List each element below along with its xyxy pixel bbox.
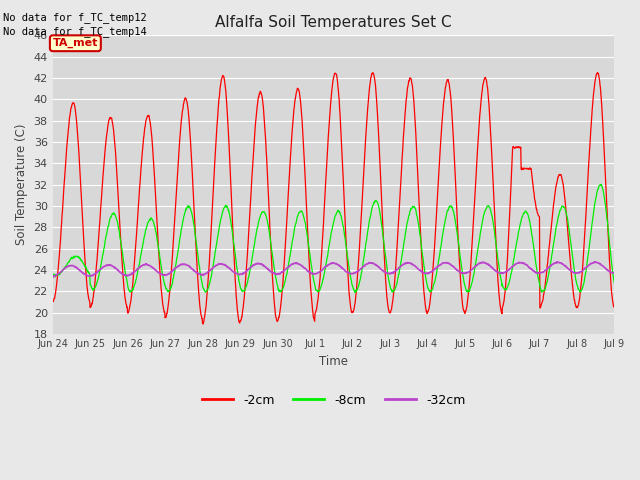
- Text: TA_met: TA_met: [52, 38, 98, 48]
- Text: No data for f_TC_temp14: No data for f_TC_temp14: [3, 26, 147, 37]
- Title: Alfalfa Soil Temperatures Set C: Alfalfa Soil Temperatures Set C: [215, 15, 452, 30]
- Y-axis label: Soil Temperature (C): Soil Temperature (C): [15, 124, 28, 245]
- Text: No data for f_TC_temp12: No data for f_TC_temp12: [3, 12, 147, 23]
- Legend: -2cm, -8cm, -32cm: -2cm, -8cm, -32cm: [196, 389, 470, 411]
- X-axis label: Time: Time: [319, 355, 348, 368]
